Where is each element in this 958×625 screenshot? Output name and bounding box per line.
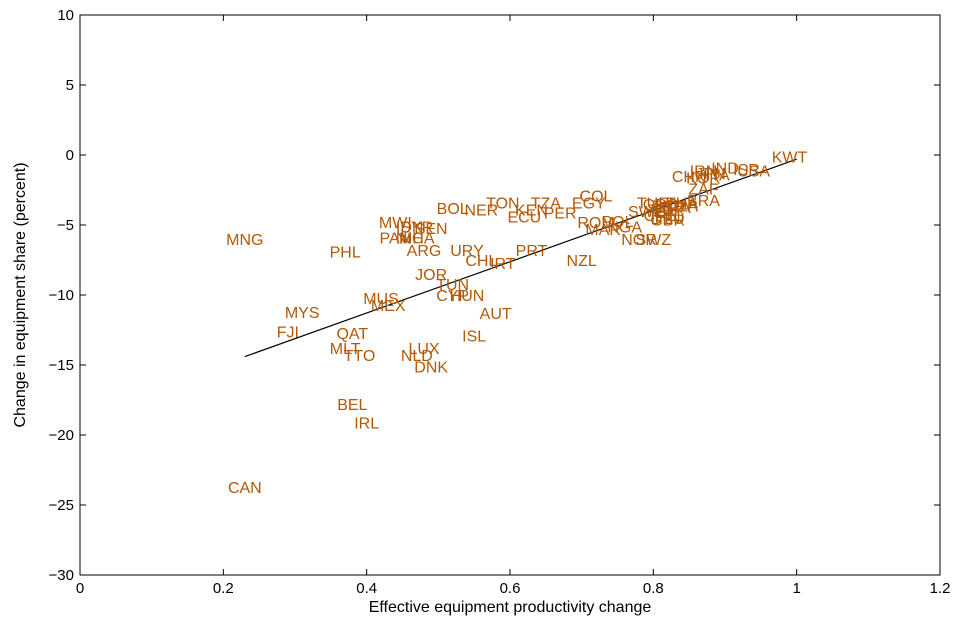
point-label-swz: SWZ	[636, 232, 672, 249]
x-tick-label: 0	[76, 580, 84, 597]
point-label-tha: THA	[666, 196, 698, 213]
point-label-fra: FRA	[659, 200, 691, 217]
x-tick-label: 0.4	[356, 580, 377, 597]
point-label-rom: ROM	[577, 215, 614, 232]
point-label-kor: KOR	[686, 170, 721, 187]
y-tick-label: −25	[49, 497, 74, 514]
point-label-mus: MUS	[363, 291, 399, 308]
point-label-ind: IND	[711, 161, 739, 178]
plot-area	[79, 14, 941, 576]
point-label-mng: MNG	[226, 232, 263, 249]
point-label-irl: IRL	[354, 415, 379, 432]
point-label-mar: MAR	[585, 222, 621, 239]
point-label-usa: USA	[737, 163, 770, 180]
point-label-prt: PRT	[516, 243, 548, 260]
point-label-irn: IRN	[690, 163, 718, 180]
point-label-mys: MYS	[285, 305, 320, 322]
fit-line	[244, 158, 797, 358]
point-label-pan: PAN	[379, 231, 411, 248]
point-label-gbr: GBR	[650, 212, 685, 229]
point-label-per: PER	[544, 205, 577, 222]
point-label-col: COL	[580, 189, 613, 206]
point-label-cyp: CYP	[436, 288, 469, 305]
x-tick-label: 1	[792, 580, 800, 597]
point-label-fin: FIN	[655, 210, 681, 227]
point-label-sen: SEN	[415, 221, 448, 238]
y-axis: −30 −25 −20 −15 −10 −5 0 5 10	[49, 7, 940, 584]
point-label-phl: PHL	[330, 245, 361, 262]
point-label-sgp: SGP	[651, 201, 685, 218]
y-tick-label: −30	[49, 567, 74, 584]
point-label-jpn: JPN	[696, 166, 726, 183]
point-label-bol: BOL	[437, 201, 469, 218]
y-tick-label: 5	[66, 77, 74, 94]
point-label-zaf: ZAF	[688, 182, 718, 199]
y-tick-label: −10	[49, 287, 74, 304]
point-label-pol: POL	[601, 214, 633, 231]
point-label-ita: ITA	[706, 168, 730, 185]
point-label-fji: FJI	[277, 324, 299, 341]
point-label-qat: QAT	[336, 326, 368, 343]
x-axis-title: Effective equipment productivity change	[369, 599, 652, 616]
point-label-syr: SYR	[400, 219, 433, 236]
point-label-isr: ISR	[733, 162, 760, 179]
x-tick-label: 1.2	[930, 580, 951, 597]
point-label-irt: IRT	[490, 256, 516, 273]
point-label-ken: KEN	[515, 203, 548, 220]
point-label-isl: ISL	[462, 329, 486, 346]
y-tick-label: −5	[57, 217, 74, 234]
point-label-nic: NIC	[396, 231, 424, 248]
point-label-bel: BEL	[337, 397, 367, 414]
point-label-chl: CHL	[465, 253, 497, 270]
y-tick-label: 0	[66, 147, 74, 164]
point-label-nga: NGA	[607, 219, 642, 236]
point-label-mwi: MWI	[379, 215, 412, 232]
point-label-chn: CHN	[672, 169, 707, 186]
point-label-grc: GRC	[643, 197, 679, 214]
y-tick-label: 10	[57, 7, 74, 24]
point-label-tto: TTO	[344, 348, 376, 365]
y-axis-title: Change in equipment share (percent)	[12, 162, 29, 427]
point-label-ury: URY	[450, 243, 484, 260]
point-label-jor: JOR	[415, 267, 447, 284]
point-label-nor: NOR	[621, 232, 657, 249]
point-label-dnk: DNK	[414, 359, 448, 376]
point-label-aut: AUT	[480, 306, 512, 323]
point-label-tza: TZA	[531, 196, 562, 213]
point-label-arg: ARG	[407, 243, 442, 260]
point-label-swe: SWE	[628, 204, 664, 221]
point-label-ton: TON	[486, 196, 519, 213]
point-label-esp: ESP	[652, 198, 684, 215]
x-tick-label: 0.6	[500, 580, 521, 597]
point-label-kwt: KWT	[772, 149, 808, 166]
point-label-can: CAN	[228, 480, 262, 497]
point-label-dza: DZA	[666, 198, 698, 215]
point-label-mha: MHA	[399, 231, 435, 248]
point-label-ner: NER	[464, 203, 498, 220]
point-label-deu: DEU	[651, 211, 685, 228]
point-label-ecu: ECU	[507, 210, 541, 227]
x-axis: 0 0.2 0.4 0.6 0.8 1 1.2	[76, 15, 951, 597]
point-label-hun: HUN	[450, 288, 485, 305]
point-label-nld: NLD	[401, 348, 433, 365]
y-tick-label: −15	[49, 357, 74, 374]
point-label-tun: TUN	[436, 277, 469, 294]
x-tick-label: 0.8	[643, 580, 664, 597]
y-tick-label: −20	[49, 427, 74, 444]
point-label-bra: BRA	[687, 193, 720, 210]
point-label-tur: TUR	[637, 196, 670, 213]
point-label-idn: IDN	[396, 219, 424, 236]
point-label-lux: LUX	[408, 341, 439, 358]
point-label-nzl: NZL	[567, 253, 597, 270]
point-label-che: CHE	[644, 208, 678, 225]
point-label-mlt: MLT	[330, 341, 361, 358]
x-tick-label: 0.2	[213, 580, 234, 597]
point-label-egy: EGY	[572, 196, 606, 213]
point-label-mex: MEX	[371, 298, 406, 315]
